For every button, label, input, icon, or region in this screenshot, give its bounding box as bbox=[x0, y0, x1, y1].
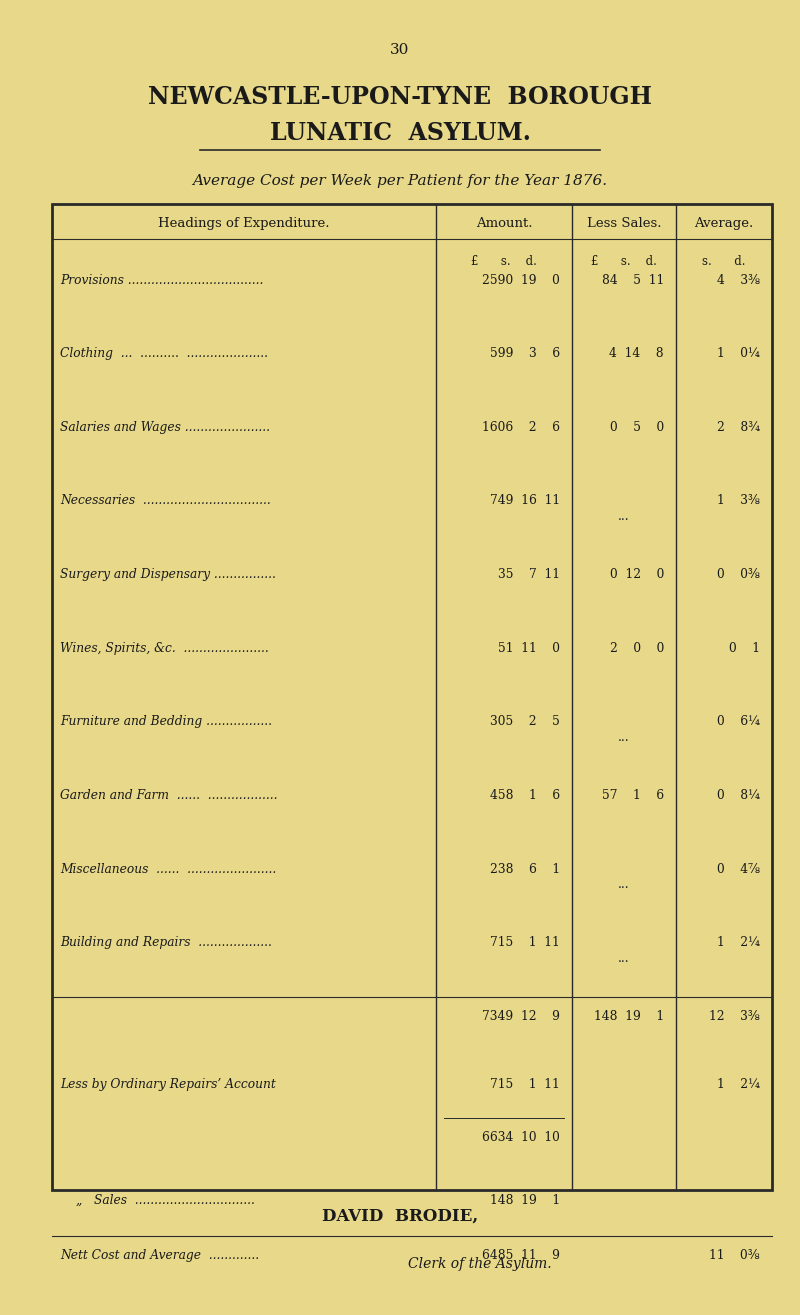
Text: 6634  10  10: 6634 10 10 bbox=[482, 1131, 560, 1144]
Text: 599    3    6: 599 3 6 bbox=[490, 347, 560, 360]
Text: 749  16  11: 749 16 11 bbox=[490, 494, 560, 508]
Text: 238    6    1: 238 6 1 bbox=[490, 863, 560, 876]
Text: £      s.    d.: £ s. d. bbox=[591, 255, 657, 268]
Text: Wines, Spirits, &c.  ......................: Wines, Spirits, &c. ....................… bbox=[60, 642, 269, 655]
Text: 4  14    8: 4 14 8 bbox=[610, 347, 664, 360]
Text: 148  19    1: 148 19 1 bbox=[490, 1194, 560, 1207]
Text: s.      d.: s. d. bbox=[702, 255, 746, 268]
Text: Amount.: Amount. bbox=[476, 217, 532, 230]
Text: 1    2¼: 1 2¼ bbox=[717, 1078, 760, 1091]
Text: 1    3⅜: 1 3⅜ bbox=[717, 494, 760, 508]
Text: 2590  19    0: 2590 19 0 bbox=[482, 274, 560, 287]
Text: Miscellaneous  ......  .......................: Miscellaneous ...... ...................… bbox=[60, 863, 276, 876]
Text: ...: ... bbox=[618, 952, 630, 965]
Text: 6485  11    9: 6485 11 9 bbox=[482, 1249, 560, 1262]
Text: Nett Cost and Average  .............: Nett Cost and Average ............. bbox=[60, 1249, 259, 1262]
Text: LUNATIC  ASYLUM.: LUNATIC ASYLUM. bbox=[270, 121, 530, 145]
Text: 305    2    5: 305 2 5 bbox=[490, 715, 560, 729]
Text: 1606    2    6: 1606 2 6 bbox=[482, 421, 560, 434]
Text: ...: ... bbox=[618, 510, 630, 523]
Text: 4    3⅜: 4 3⅜ bbox=[717, 274, 760, 287]
Text: 715    1  11: 715 1 11 bbox=[490, 936, 560, 949]
Text: Necessaries  .................................: Necessaries ............................… bbox=[60, 494, 270, 508]
Text: 0    4⅞: 0 4⅞ bbox=[717, 863, 760, 876]
Text: 2    8¾: 2 8¾ bbox=[717, 421, 760, 434]
Text: Headings of Expenditure.: Headings of Expenditure. bbox=[158, 217, 330, 230]
Text: ...: ... bbox=[618, 878, 630, 892]
Text: 35    7  11: 35 7 11 bbox=[498, 568, 560, 581]
Text: 12    3⅜: 12 3⅜ bbox=[710, 1010, 760, 1023]
Text: Provisions ...................................: Provisions .............................… bbox=[60, 274, 263, 287]
Text: 30: 30 bbox=[390, 43, 410, 58]
Text: £      s.    d.: £ s. d. bbox=[471, 255, 537, 268]
Text: Clothing  ...  ..........  .....................: Clothing ... .......... ................… bbox=[60, 347, 268, 360]
Text: ...: ... bbox=[618, 731, 630, 744]
Text: 7349  12    9: 7349 12 9 bbox=[482, 1010, 560, 1023]
Text: 715    1  11: 715 1 11 bbox=[490, 1078, 560, 1091]
Text: Furniture and Bedding .................: Furniture and Bedding ................. bbox=[60, 715, 272, 729]
Text: Garden and Farm  ......  ..................: Garden and Farm ...... .................… bbox=[60, 789, 278, 802]
Text: „   Sales  ...............................: „ Sales ............................... bbox=[76, 1194, 255, 1207]
Text: 2    0    0: 2 0 0 bbox=[610, 642, 664, 655]
Text: 0    0⅜: 0 0⅜ bbox=[717, 568, 760, 581]
Text: Less by Ordinary Repairs’ Account: Less by Ordinary Repairs’ Account bbox=[60, 1078, 276, 1091]
Text: Surgery and Dispensary ................: Surgery and Dispensary ................ bbox=[60, 568, 276, 581]
Text: 51  11    0: 51 11 0 bbox=[498, 642, 560, 655]
Text: 84    5  11: 84 5 11 bbox=[602, 274, 664, 287]
Text: 1    2¼: 1 2¼ bbox=[717, 936, 760, 949]
Text: Average.: Average. bbox=[694, 217, 754, 230]
Text: 0    6¼: 0 6¼ bbox=[717, 715, 760, 729]
Text: 0    8¼: 0 8¼ bbox=[717, 789, 760, 802]
Bar bbox=[52, 204, 772, 1190]
Text: 0  12    0: 0 12 0 bbox=[610, 568, 664, 581]
Text: NEWCASTLE-UPON-TYNE  BOROUGH: NEWCASTLE-UPON-TYNE BOROUGH bbox=[148, 85, 652, 109]
Text: Clerk of the Asylum.: Clerk of the Asylum. bbox=[408, 1257, 552, 1272]
Text: 11    0⅜: 11 0⅜ bbox=[710, 1249, 760, 1262]
Text: Less Sales.: Less Sales. bbox=[586, 217, 662, 230]
Text: 458    1    6: 458 1 6 bbox=[490, 789, 560, 802]
Text: DAVID  BRODIE,: DAVID BRODIE, bbox=[322, 1207, 478, 1224]
Text: 148  19    1: 148 19 1 bbox=[594, 1010, 664, 1023]
Text: 1    0¼: 1 0¼ bbox=[717, 347, 760, 360]
Text: Building and Repairs  ...................: Building and Repairs ................... bbox=[60, 936, 272, 949]
Text: 0    5    0: 0 5 0 bbox=[610, 421, 664, 434]
Text: Salaries and Wages ......................: Salaries and Wages .....................… bbox=[60, 421, 270, 434]
Text: 57    1    6: 57 1 6 bbox=[602, 789, 664, 802]
Text: 0    1: 0 1 bbox=[729, 642, 760, 655]
Text: Average Cost per Week per Patient for the Year 1876.: Average Cost per Week per Patient for th… bbox=[193, 174, 607, 188]
